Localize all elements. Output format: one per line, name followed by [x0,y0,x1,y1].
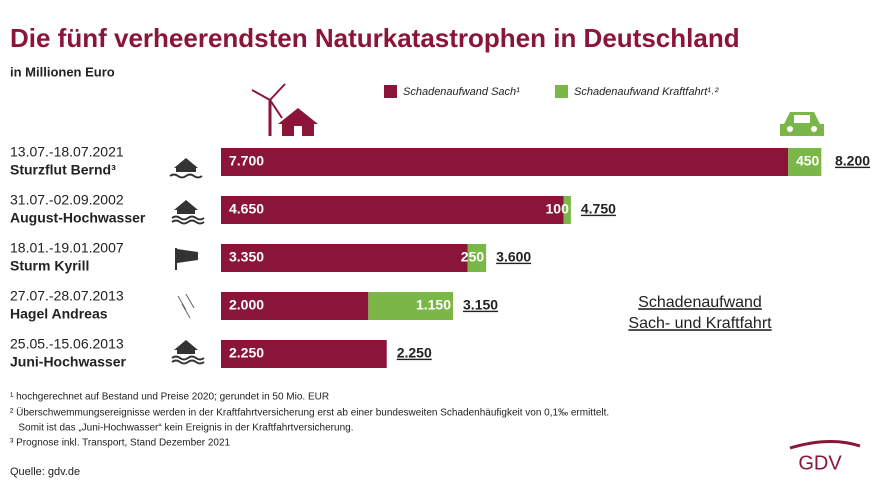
bar-segment [788,148,822,176]
legend: Schadenaufwand Sach¹ Schadenaufwand Kraft… [384,85,719,98]
value-label: 1.150 [416,297,451,313]
category-date: 31.07.-02.09.2002 [10,192,124,208]
total-label: 4.750 [581,201,616,217]
category-date: 25.05.-15.06.2013 [10,336,124,352]
subtitle: in Millionen Euro [10,64,115,79]
value-label: 100 [546,201,570,217]
legend-swatch [555,85,568,98]
total-label: 3.150 [463,297,498,313]
footnote: ³ Prognose inkl. Transport, Stand Dezemb… [10,438,231,449]
source: Quelle: gdv.de [10,466,80,478]
icon-car [780,112,824,136]
footnote: ² Überschwemmungsereignisse werden in de… [10,407,609,419]
total-label: 3.600 [496,249,531,265]
category-date: 27.07.-28.07.2013 [10,288,124,304]
bar-segment [368,292,454,320]
footnote: ¹ hochgerechnet auf Bestand und Preise 2… [10,392,329,403]
total-label: 2.250 [397,345,432,361]
total-label: 8.200 [835,153,870,169]
category-date: 18.01.-19.01.2007 [10,240,124,256]
category-label: Sturzflut Bernd³ [10,162,116,178]
annotation-line: Schadenaufwand [638,294,762,311]
annotation: Schadenaufwand Sach- und Kraftfahrt [628,294,772,332]
bar-segment [221,340,387,368]
category-label: Sturm Kyrill [10,258,89,274]
chart-title: Die fünf verheerendsten Naturkatastrophe… [10,23,740,53]
category-date: 13.07.-18.07.2021 [10,144,124,160]
category-label: Juni-Hochwasser [10,354,126,370]
bar-segment [221,196,564,224]
bar-segment [221,244,468,272]
annotation-line: Sach- und Kraftfahrt [628,315,772,332]
category-label: August-Hochwasser [10,210,146,226]
bar-segment [563,196,571,224]
legend-label: Schadenaufwand Sach¹ [403,86,520,98]
value-label: 2.000 [229,297,264,313]
value-label: 3.350 [229,249,264,265]
bar-segment [467,244,487,272]
icon-flood [169,158,205,365]
logo: GDV [798,452,842,474]
footnote: Somit ist das „Juni-Hochwasser“ kein Ere… [10,423,353,434]
logo-swoosh [789,439,861,450]
value-label: 2.250 [229,345,264,361]
bar-segment [221,148,789,176]
value-label: 4.650 [229,201,264,217]
bar-segment [221,292,369,320]
value-label: 450 [796,153,820,169]
category-label: Hagel Andreas [10,306,108,322]
legend-swatch [384,85,397,98]
value-label: 250 [461,249,485,265]
footnotes: ¹ hochgerechnet auf Bestand und Preise 2… [10,392,609,449]
icon-house [251,83,318,136]
value-label: 7.700 [229,153,264,169]
legend-label: Schadenaufwand Kraftfahrt¹˒² [574,86,719,98]
